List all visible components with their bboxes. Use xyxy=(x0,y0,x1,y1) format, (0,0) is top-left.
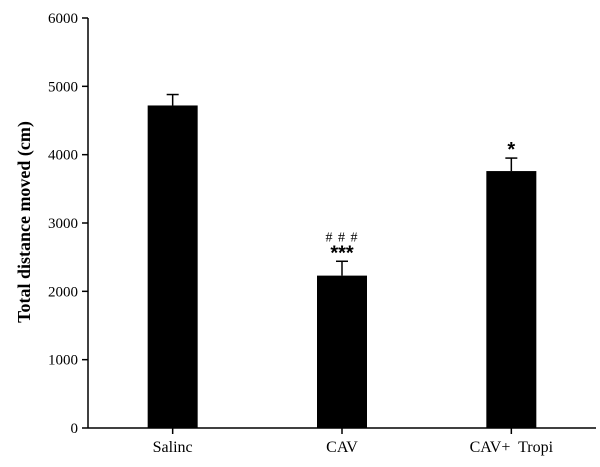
x-tick-label: Salinc xyxy=(153,439,193,456)
y-tick-label: 4000 xyxy=(48,148,78,164)
x-tick-label: CAV+ Tropi xyxy=(470,439,554,456)
x-tick-label: CAV xyxy=(326,439,358,456)
significance-stars: * xyxy=(507,139,515,161)
y-axis-title: Total distance moved (cm) xyxy=(14,121,35,323)
y-tick-label: 3000 xyxy=(48,216,78,232)
y-tick-label: 6000 xyxy=(48,11,78,27)
bars-group xyxy=(147,93,537,429)
y-tick-label: 1000 xyxy=(48,353,78,369)
y-tick-label: 0 xyxy=(71,421,79,437)
significance-stars: *** xyxy=(330,242,354,264)
significance-hashes: # # # xyxy=(326,230,359,245)
bar xyxy=(147,105,198,428)
bar xyxy=(486,171,537,429)
annotations-group: ***# # # * xyxy=(326,139,516,264)
y-tick-label: 2000 xyxy=(48,284,78,300)
bar xyxy=(317,275,367,428)
axes: 0 1000 2000 3000 4000 5000 6000 Salinc CAV CAV+ T… xyxy=(48,11,596,456)
y-tick-label: 5000 xyxy=(48,79,78,95)
